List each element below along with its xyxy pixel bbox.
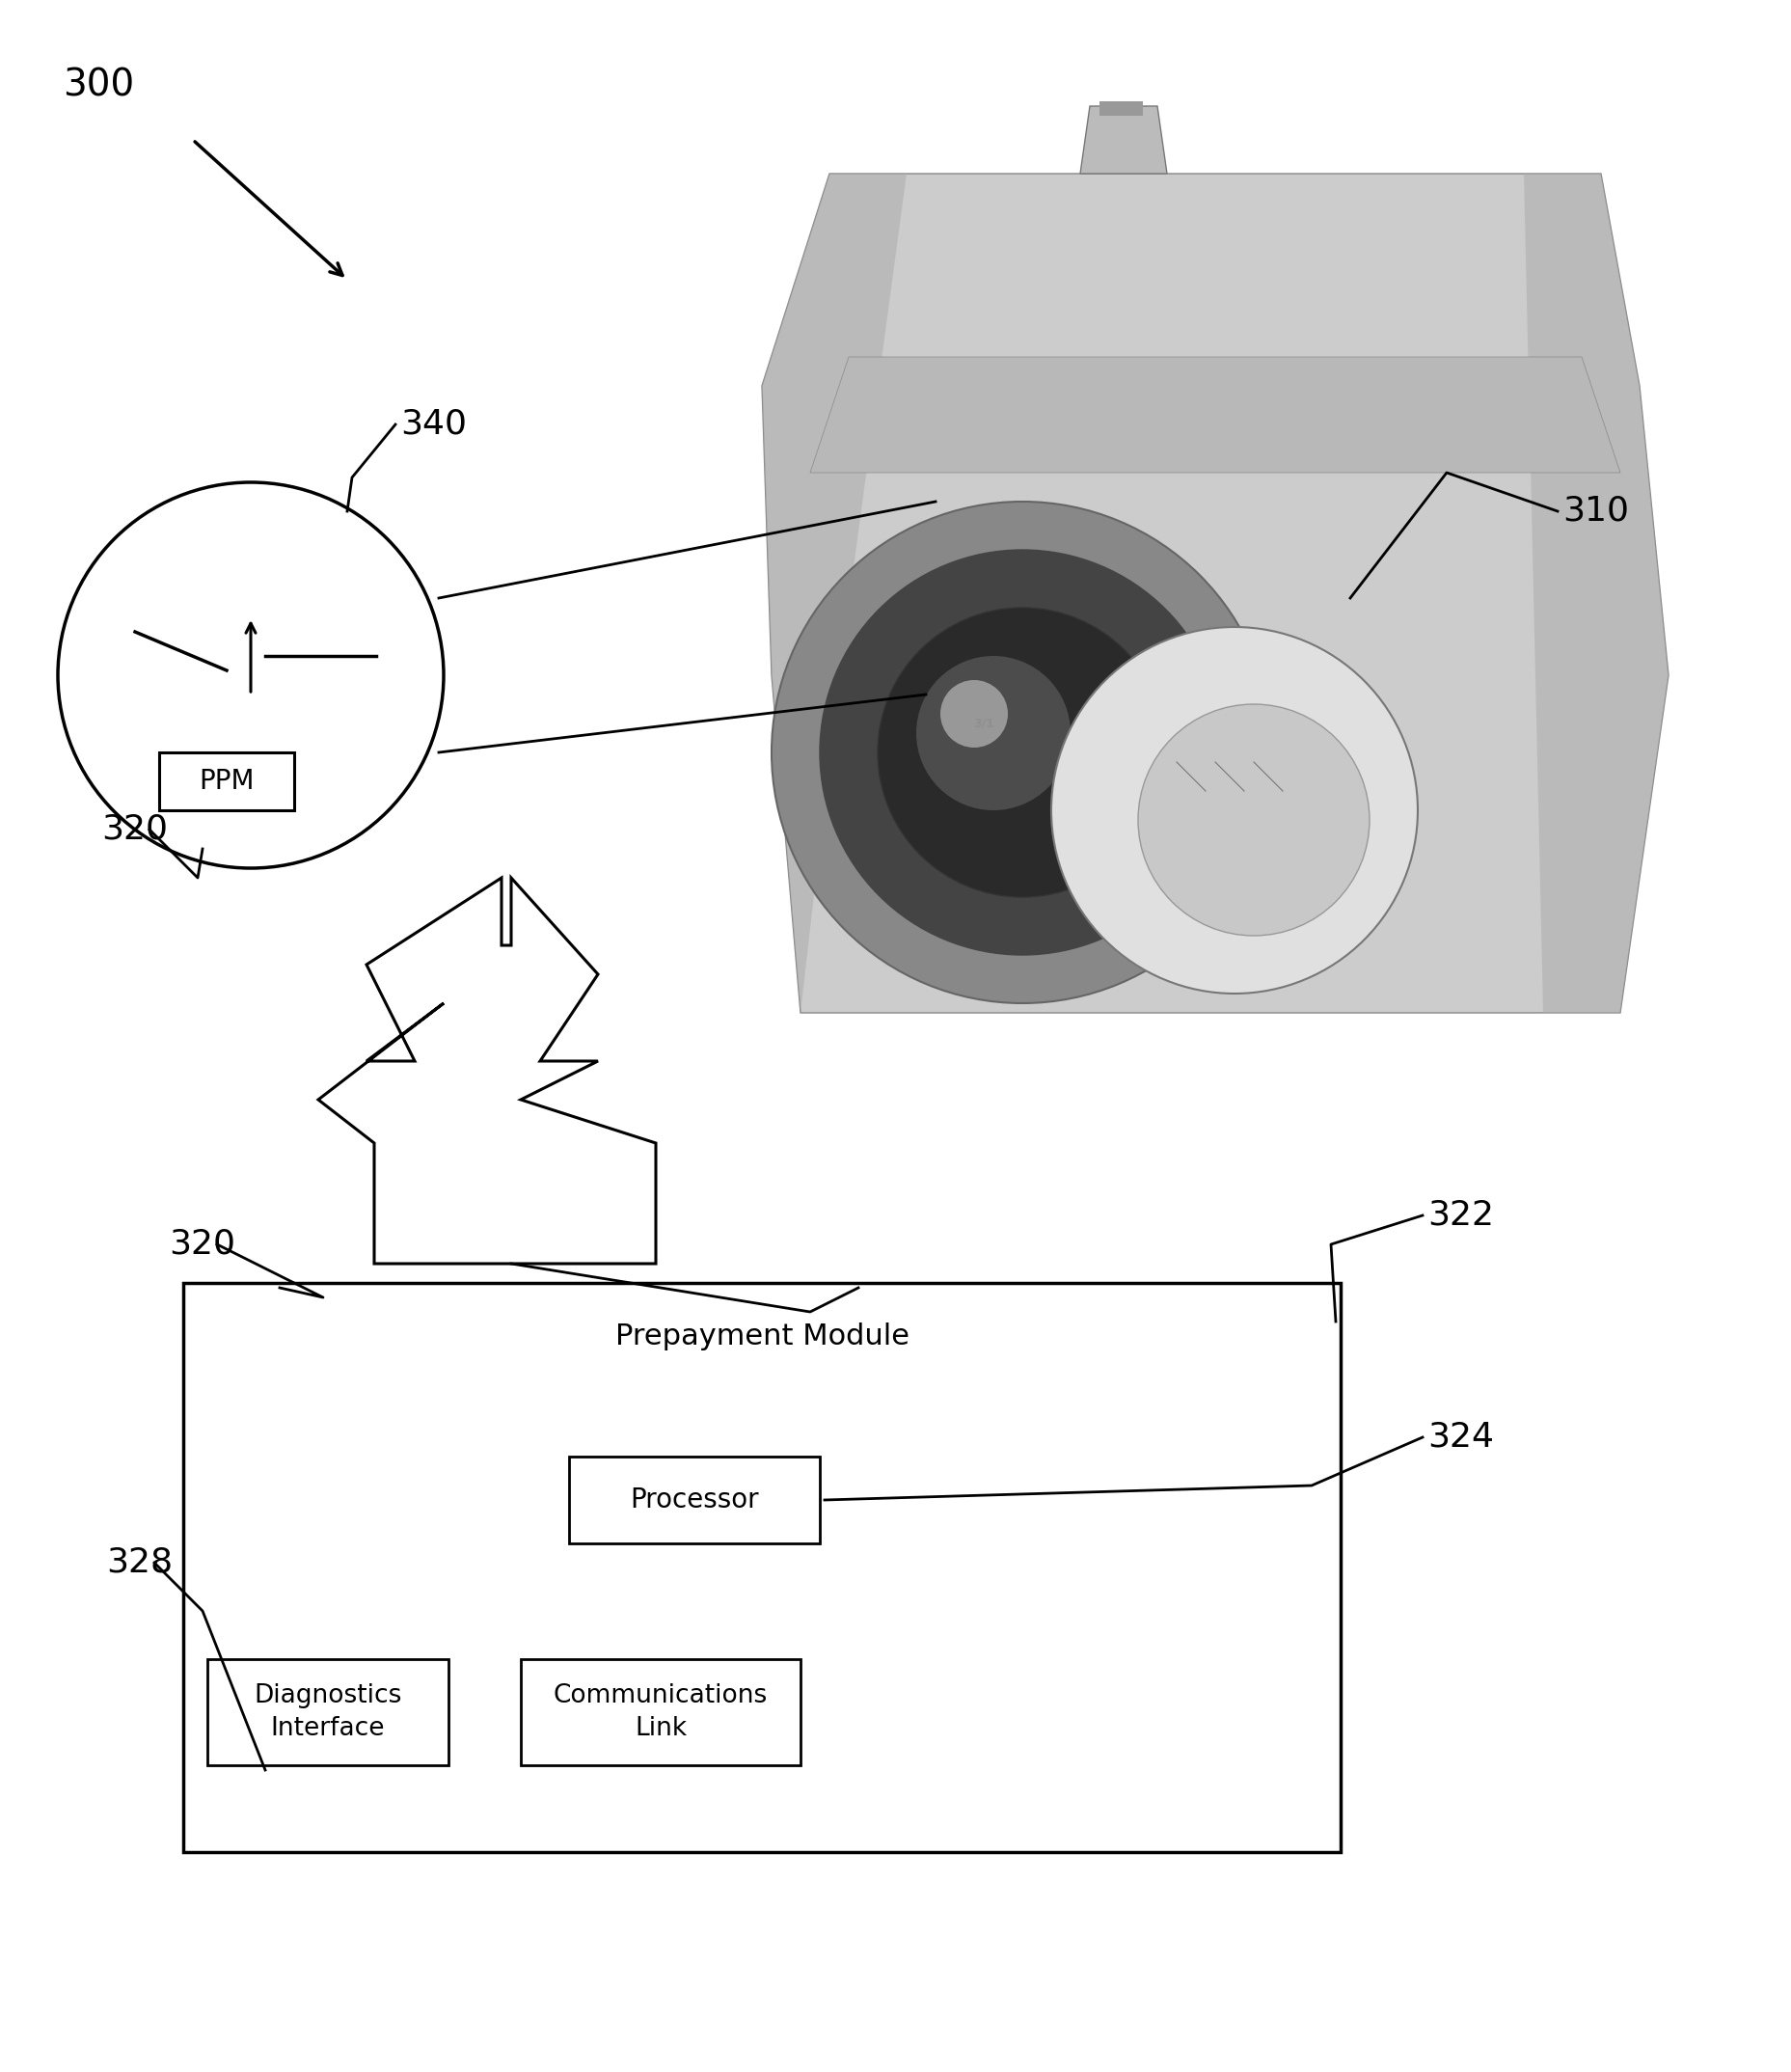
Text: 300: 300 xyxy=(63,68,134,104)
Circle shape xyxy=(1051,628,1418,995)
Circle shape xyxy=(1137,704,1370,937)
Circle shape xyxy=(772,501,1273,1003)
Polygon shape xyxy=(761,174,906,1013)
FancyBboxPatch shape xyxy=(183,1283,1341,1852)
FancyBboxPatch shape xyxy=(1100,102,1143,116)
Circle shape xyxy=(940,680,1008,748)
FancyBboxPatch shape xyxy=(159,752,294,810)
Text: 320: 320 xyxy=(102,812,168,845)
FancyBboxPatch shape xyxy=(570,1457,820,1544)
Text: PPM: PPM xyxy=(199,769,254,796)
Text: Communications
Link: Communications Link xyxy=(553,1682,768,1740)
Polygon shape xyxy=(761,174,1669,1013)
Text: 320: 320 xyxy=(168,1229,235,1260)
Text: 324: 324 xyxy=(1427,1421,1494,1455)
Circle shape xyxy=(57,483,444,868)
Polygon shape xyxy=(319,879,656,1264)
Polygon shape xyxy=(1080,106,1168,174)
Polygon shape xyxy=(1524,174,1669,1013)
Text: 322: 322 xyxy=(1427,1200,1494,1233)
FancyBboxPatch shape xyxy=(521,1660,801,1765)
Text: 328: 328 xyxy=(106,1546,172,1579)
Text: Prepayment Module: Prepayment Module xyxy=(614,1322,910,1351)
Circle shape xyxy=(917,657,1071,810)
Text: Processor: Processor xyxy=(630,1486,759,1513)
Circle shape xyxy=(878,607,1168,897)
Circle shape xyxy=(820,549,1225,955)
Text: 310: 310 xyxy=(1562,495,1630,528)
Polygon shape xyxy=(810,356,1621,472)
Text: 340: 340 xyxy=(399,408,467,441)
FancyBboxPatch shape xyxy=(208,1660,448,1765)
Text: Diagnostics
Interface: Diagnostics Interface xyxy=(254,1682,401,1740)
Text: 3/1: 3/1 xyxy=(973,717,994,729)
